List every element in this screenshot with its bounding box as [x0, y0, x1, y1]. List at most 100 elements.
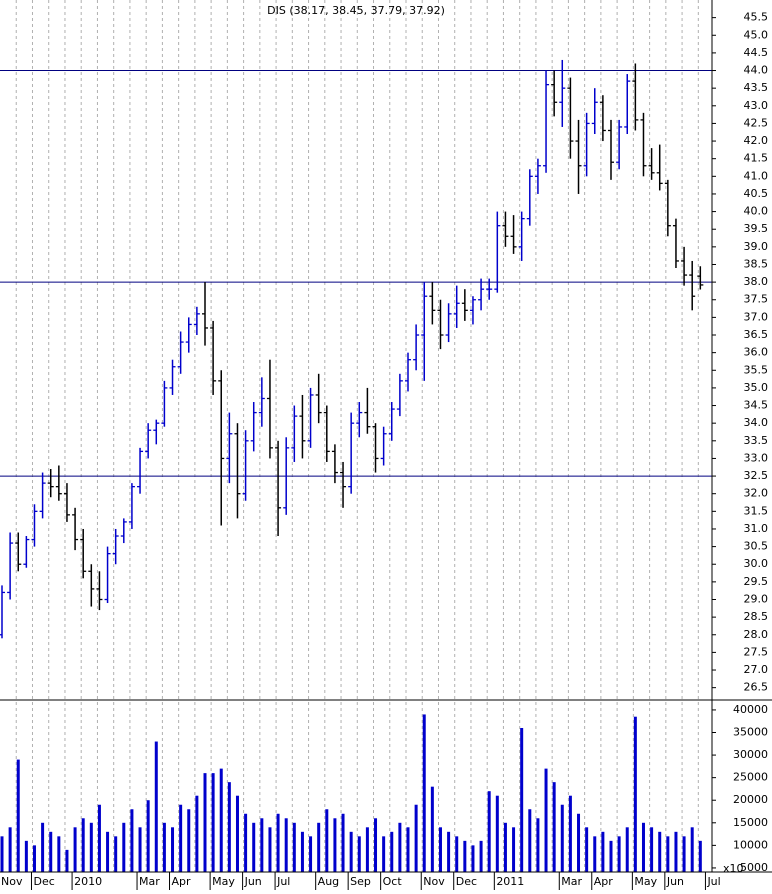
volume-bar [65, 849, 69, 872]
y-tick-label: 45.5 [744, 11, 769, 24]
y-tick-label: 26.5 [744, 681, 769, 694]
volume-bar [276, 813, 280, 872]
y-tick-label: 36.0 [744, 346, 769, 359]
volume-bar [398, 822, 402, 872]
x-tick-label: Apr [594, 875, 614, 888]
volume-bar [73, 827, 77, 872]
volume-tick-label: 10000 [733, 838, 768, 851]
y-tick-label: 34.0 [744, 416, 769, 429]
y-tick-label: 38.0 [744, 275, 769, 288]
x-tick-label: Dec [456, 875, 477, 888]
volume-bar [503, 822, 507, 872]
volume-bar [292, 822, 296, 872]
volume-bar [495, 795, 499, 872]
volume-bar [520, 727, 524, 872]
axis-layer: 45.5 45.0 44.5 44.0 43.5 43.0 42.5 42.0 41.5 41.0… [1, 11, 769, 890]
y-tick-label: 29.5 [744, 575, 769, 588]
volume-bar [122, 822, 126, 872]
y-tick-label: 40.5 [744, 187, 769, 200]
volume-bar [528, 809, 532, 872]
volume-tick-label: 35000 [733, 726, 768, 739]
x-tick-label: Sep [350, 875, 371, 888]
y-tick-label: 35.5 [744, 363, 769, 376]
volume-bar [585, 827, 589, 872]
volume-bar [179, 804, 183, 872]
volume-bar [138, 827, 142, 872]
x-tick-label: Apr [172, 875, 192, 888]
volume-bar [568, 795, 572, 872]
volume-bar [114, 836, 118, 872]
volume-bar [97, 804, 101, 872]
y-tick-label: 44.0 [744, 64, 769, 77]
volume-bar [666, 836, 670, 872]
volume-bar [211, 773, 215, 872]
volume-bar [577, 813, 581, 872]
x-tick-label: Oct [383, 875, 403, 888]
volume-bar [203, 773, 207, 872]
volume-bar [106, 831, 110, 872]
y-tick-label: 33.5 [744, 434, 769, 447]
volume-bar [219, 768, 223, 872]
y-tick-label: 31.0 [744, 522, 769, 535]
volume-bar [593, 836, 597, 872]
volume-bar [8, 827, 12, 872]
volume-bar [16, 759, 20, 872]
y-tick-label: 28.5 [744, 610, 769, 623]
x-tick-label: 2010 [74, 875, 102, 888]
x-tick-label: Nov [423, 875, 445, 888]
x-tick-label: Mar [139, 875, 160, 888]
x-tick-label: Aug [318, 875, 339, 888]
y-tick-label: 43.0 [744, 99, 769, 112]
volume-bar [227, 782, 231, 872]
y-tick-label: 27.5 [744, 645, 769, 658]
y-tick-label: 38.5 [744, 257, 769, 270]
volume-bar [438, 827, 442, 872]
volume-multiplier: x10 [723, 862, 744, 875]
volume-bar [463, 840, 467, 872]
y-tick-label: 42.5 [744, 116, 769, 129]
volume-bar [650, 827, 654, 872]
volume-bar [333, 818, 337, 872]
volume-bar [633, 716, 637, 872]
volume-bar [268, 827, 272, 872]
grid-layer [0, 0, 712, 872]
volume-bar [154, 741, 158, 872]
y-tick-label: 37.5 [744, 293, 769, 306]
y-tick-label: 29.0 [744, 592, 769, 605]
volume-bar [309, 836, 313, 872]
y-tick-label: 39.5 [744, 222, 769, 235]
volume-bar [690, 827, 694, 872]
volume-bar [57, 836, 61, 872]
y-tick-label: 30.5 [744, 540, 769, 553]
y-tick-label: 34.5 [744, 399, 769, 412]
volume-bar [146, 800, 150, 872]
volume-bar [244, 813, 248, 872]
volume-bar [641, 822, 645, 872]
volume-bar [382, 836, 386, 872]
volume-bar [0, 836, 4, 872]
y-tick-label: 36.5 [744, 328, 769, 341]
volume-bar [171, 827, 175, 872]
volume-bar [32, 845, 36, 872]
volume-bar [300, 831, 304, 872]
volume-bar [455, 836, 459, 872]
y-tick-label: 27.0 [744, 663, 769, 676]
x-tick-label: 2011 [496, 875, 524, 888]
volume-bar [341, 813, 345, 872]
volume-bar [447, 831, 451, 872]
volume-bar [349, 831, 353, 872]
x-tick-label: May [212, 875, 235, 888]
volume-bar [414, 804, 418, 872]
volume-bar [658, 831, 662, 872]
x-tick-label: Nov [1, 875, 23, 888]
volume-tick-label: 15000 [733, 816, 768, 829]
x-tick-label: Jun [244, 875, 262, 888]
volume-bar [536, 818, 540, 872]
y-tick-label: 28.0 [744, 628, 769, 641]
volume-tick-label: 20000 [733, 793, 768, 806]
y-tick-label: 35.0 [744, 381, 769, 394]
x-tick-label: Dec [33, 875, 54, 888]
y-tick-label: 40.0 [744, 205, 769, 218]
y-tick-label: 39.0 [744, 240, 769, 253]
volume-bar [195, 795, 199, 872]
